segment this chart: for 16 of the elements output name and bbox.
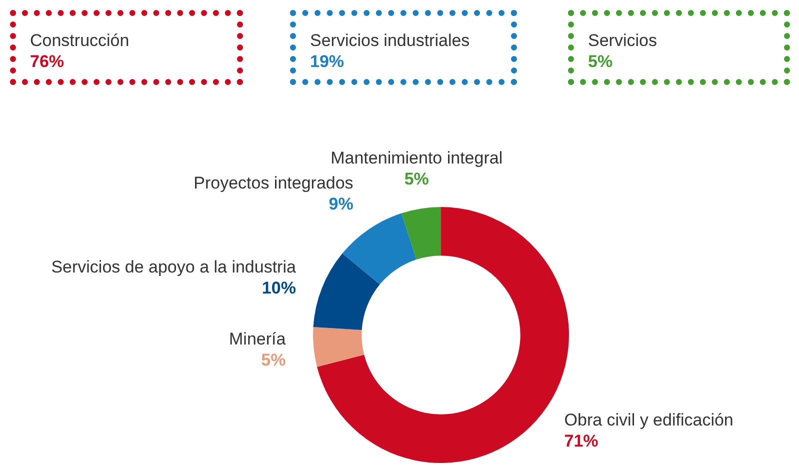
slice-label: Mantenimiento integral	[330, 148, 503, 168]
text: 19%	[310, 51, 346, 72]
slice-label: Minería	[229, 329, 286, 348]
text: 76%	[30, 51, 66, 72]
slice-label: Servicios de apoyo a la industria	[51, 257, 296, 276]
data-label: 9%	[328, 194, 354, 214]
text: Servicios industriales	[310, 30, 470, 51]
data-label: 71%	[564, 431, 598, 450]
slice-label: Obra civil y edificación	[564, 410, 734, 430]
data-label: 5%	[261, 350, 286, 370]
text: 5%	[588, 51, 614, 72]
text: Construcción	[30, 30, 130, 51]
data-label: 5%	[404, 170, 429, 189]
data-label: 10%	[262, 278, 296, 298]
text: Servicios	[588, 30, 657, 51]
slice-label: Proyectos integrados	[194, 174, 354, 193]
